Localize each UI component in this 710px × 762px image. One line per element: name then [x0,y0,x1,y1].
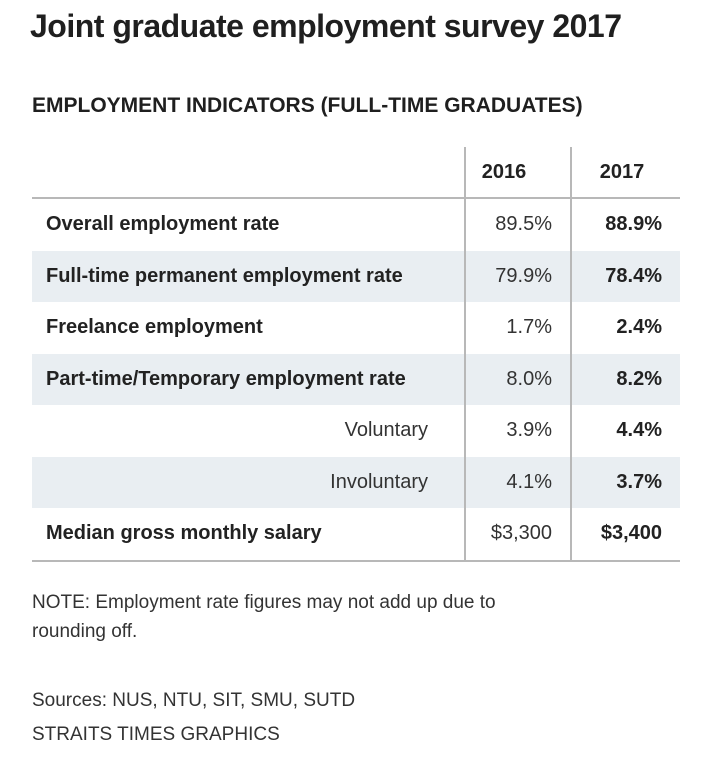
column-header-2016: 2016 [481,160,527,183]
table-row: Freelance employment 1.7% 2.4% [32,302,680,354]
value-2016: 1.7% [506,316,552,339]
value-2017: 78.4% [605,264,662,287]
value-2016: 89.5% [495,213,552,236]
table-subtitle: EMPLOYMENT INDICATORS (FULL-TIME GRADUAT… [32,94,583,117]
value-2016: 3.9% [506,419,552,442]
row-label: Median gross monthly salary [46,522,322,545]
row-label: Part-time/Temporary employment rate [46,367,406,390]
column-header-2017: 2017 [599,160,645,183]
value-2016: $3,300 [490,522,552,545]
table-row: Overall employment rate 89.5% 88.9% [32,199,680,251]
column-divider [570,456,572,508]
column-divider [570,508,572,560]
sources-block: Sources: NUS, NTU, SIT, SMU, SUTD STRAIT… [32,684,355,752]
column-divider [464,147,466,197]
value-2017: 3.7% [616,470,662,493]
column-divider [570,353,572,405]
column-divider [464,250,466,302]
row-label: Full-time permanent employment rate [46,264,403,287]
table-header-row: 2016 2017 [32,147,680,199]
table-row: Full-time permanent employment rate 79.9%… [32,250,680,302]
column-divider [570,405,572,457]
footnote: NOTE: Employment rate figures may not ad… [32,592,496,642]
value-2016: 4.1% [506,470,552,493]
column-divider [464,199,466,251]
employment-table: 2016 2017 Overall employment rate 89.5% 88… [32,147,680,562]
value-2016: 79.9% [495,264,552,287]
value-2017: 2.4% [616,316,662,339]
table-row: Part-time/Temporary employment rate 8.0% 8… [32,353,680,405]
row-label: Voluntary [344,419,428,442]
value-2017: 88.9% [605,213,662,236]
value-2017: 4.4% [616,419,662,442]
value-2017: $3,400 [600,522,662,545]
table-row: Voluntary 3.9% 4.4% [32,405,680,457]
graphics-credit: STRAITS TIMES GRAPHICS [32,724,280,745]
page-title: Joint graduate employment survey 2017 [30,8,622,44]
row-label: Overall employment rate [46,213,280,236]
table-row: Involuntary 4.1% 3.7% [32,456,680,508]
column-divider [464,508,466,560]
row-label: Freelance employment [46,316,263,339]
value-2017: 8.2% [616,367,662,390]
column-divider [464,353,466,405]
column-divider [570,302,572,354]
column-divider [464,302,466,354]
column-divider [570,250,572,302]
column-divider [464,456,466,508]
column-divider [570,199,572,251]
column-divider [464,405,466,457]
column-divider [570,147,572,197]
value-2016: 8.0% [506,367,552,390]
sources-text: Sources: NUS, NTU, SIT, SMU, SUTD [32,690,356,711]
table-row: Median gross monthly salary $3,300 $3,400 [32,508,680,562]
row-label: Involuntary [330,470,428,493]
